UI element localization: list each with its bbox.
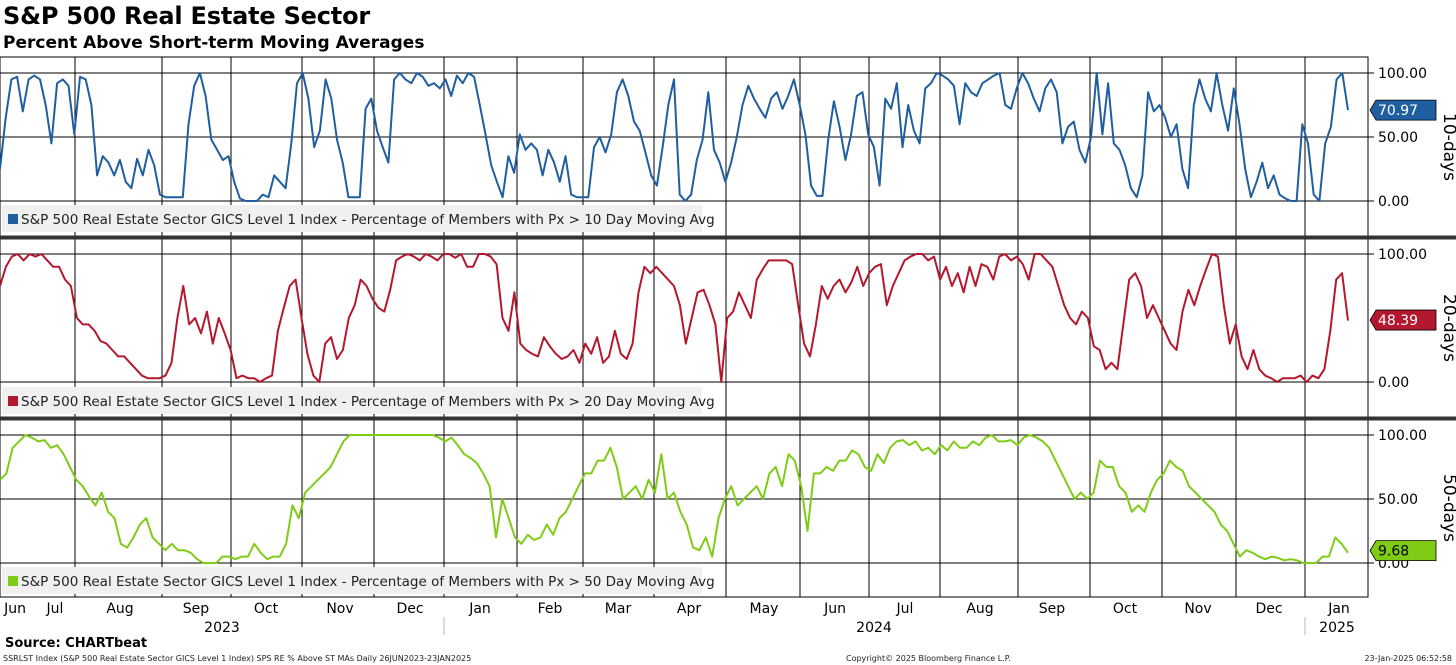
y-tick-label: 50.00 <box>1378 492 1418 508</box>
y-tick-label: 100.00 <box>1378 428 1427 444</box>
y-tick-label: 100.00 <box>1378 66 1427 82</box>
series-line-20-days <box>0 253 1349 383</box>
x-tick-label: Aug <box>106 601 133 617</box>
x-tick-label: Nov <box>326 601 353 617</box>
x-tick-label: Jul <box>896 601 914 617</box>
x-year-label: 2023 <box>204 620 240 636</box>
legend-box <box>2 205 702 232</box>
last-value-label: 70.97 <box>1378 103 1418 119</box>
x-tick-label: Jan <box>1327 601 1350 617</box>
axis-title-50-days: 50-days <box>1439 474 1456 542</box>
x-tick-label: Jun <box>823 601 846 617</box>
y-tick-label: 100.00 <box>1378 247 1427 263</box>
x-tick-label: Mar <box>605 601 632 617</box>
x-tick-label: Sep <box>183 601 210 617</box>
x-tick-label: Oct <box>1113 601 1138 617</box>
legend-box <box>2 567 702 594</box>
legend-label: S&P 500 Real Estate Sector GICS Level 1 … <box>21 212 715 228</box>
footer-copyright: Copyright© 2025 Bloomberg Finance L.P. <box>846 654 1011 663</box>
x-year-label: 2025 <box>1319 620 1355 636</box>
chart-subtitle: Percent Above Short-term Moving Averages <box>3 33 425 53</box>
last-value-label: 9.68 <box>1378 544 1409 560</box>
x-tick-label: Aug <box>966 601 993 617</box>
x-year-label: 2024 <box>856 620 892 636</box>
x-tick-label: Jun <box>3 601 26 617</box>
x-tick-label: Feb <box>538 601 563 617</box>
last-value-label: 48.39 <box>1378 313 1418 329</box>
y-tick-label: 0.00 <box>1378 194 1409 210</box>
x-tick-label: Nov <box>1184 601 1211 617</box>
y-tick-label: 0.00 <box>1378 375 1409 391</box>
footer-meta: SSRLST Index (S&P 500 Real Estate Sector… <box>3 654 472 663</box>
last-value-tag <box>1369 309 1437 331</box>
last-value-tag <box>1369 540 1437 562</box>
legend-swatch <box>8 576 18 586</box>
legend-label: S&P 500 Real Estate Sector GICS Level 1 … <box>21 394 715 410</box>
x-tick-label: Oct <box>254 601 279 617</box>
source-note: Source: CHARTbeat <box>5 636 148 651</box>
chart-title: S&P 500 Real Estate Sector <box>3 2 370 30</box>
x-tick-label: Sep <box>1039 601 1066 617</box>
footer-timestamp: 23-Jan-2025 06:52:58 <box>1364 654 1452 663</box>
x-tick-label: Dec <box>1255 601 1282 617</box>
x-tick-label: May <box>750 601 779 617</box>
legend-label: S&P 500 Real Estate Sector GICS Level 1 … <box>21 574 715 590</box>
legend-box <box>2 387 702 414</box>
axis-title-10-days: 10-days <box>1439 113 1456 181</box>
x-tick-label: Dec <box>396 601 423 617</box>
y-tick-label: 50.00 <box>1378 130 1418 146</box>
last-value-tag <box>1369 99 1437 121</box>
series-line-10-days <box>0 72 1349 202</box>
x-tick-label: Jan <box>468 601 491 617</box>
x-tick-label: Jul <box>46 601 64 617</box>
axis-title-20-days: 20-days <box>1439 294 1456 362</box>
legend-swatch <box>8 396 18 406</box>
legend-swatch <box>8 214 18 224</box>
x-tick-label: Apr <box>677 601 701 617</box>
series-line-50-days <box>0 434 1349 564</box>
